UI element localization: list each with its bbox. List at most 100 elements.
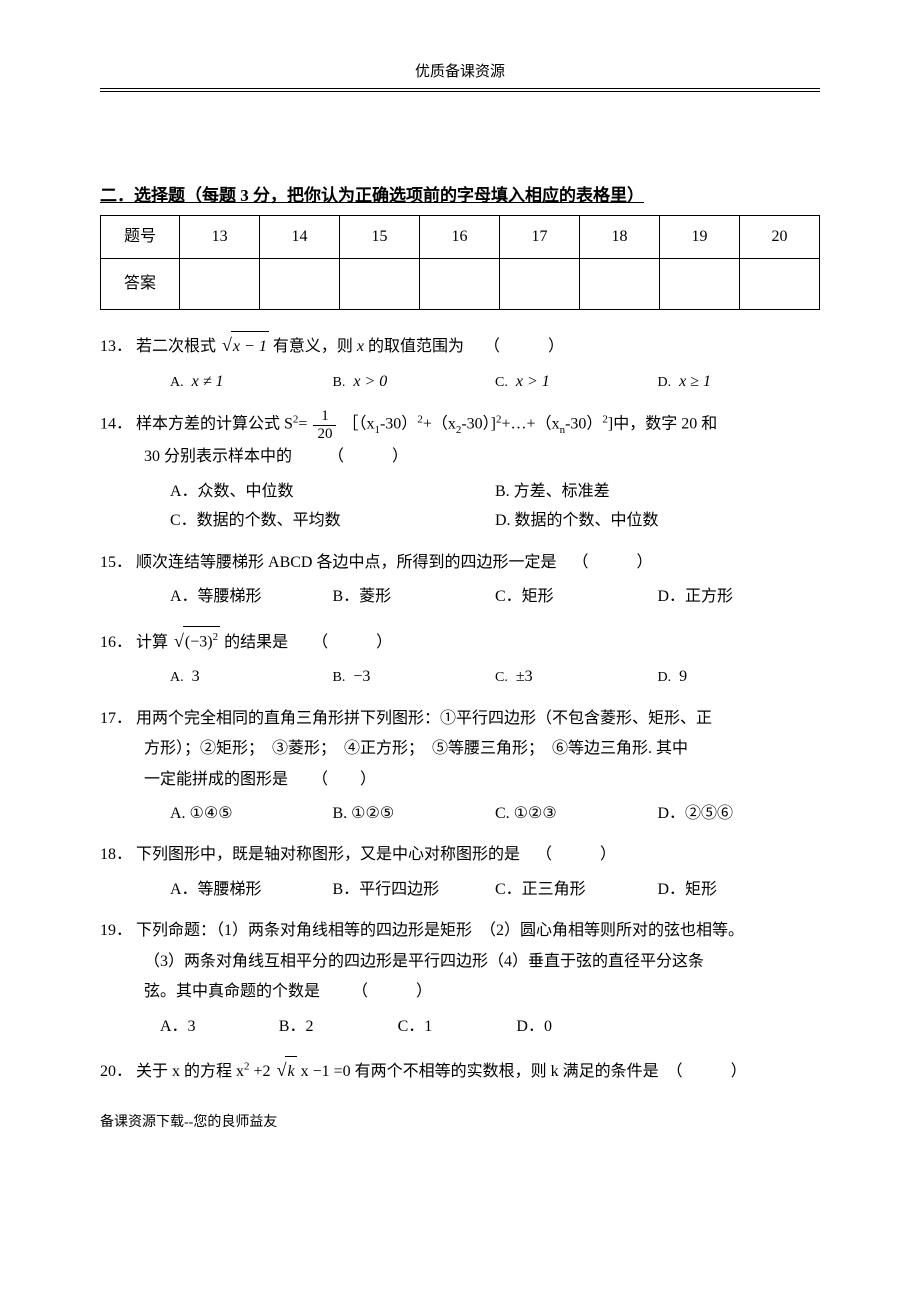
option-b: B. 方差、标准差 xyxy=(495,479,820,505)
paren-blank: （ ） xyxy=(536,846,616,863)
question-text: 顺次连结等腰梯形 ABCD 各边中点，所得到的四边形一定是 xyxy=(136,554,556,571)
col-header: 19 xyxy=(659,216,739,259)
col-header: 18 xyxy=(580,216,660,259)
option-c: C. ±3 xyxy=(495,664,658,690)
option-b: B．菱形 xyxy=(333,584,496,610)
question-20: 20． 关于 x 的方程 x2 +2 k x −1 =0 有两个不相等的实数根，… xyxy=(100,1053,820,1087)
paren-blank: （ ） xyxy=(312,771,376,788)
col-header: 17 xyxy=(500,216,580,259)
option-a: A．众数、中位数 xyxy=(170,479,495,505)
question-number: 13． xyxy=(100,338,132,355)
col-header: 14 xyxy=(260,216,340,259)
option-a: A. 3 xyxy=(170,664,333,690)
question-15: 15． 顺次连结等腰梯形 ABCD 各边中点，所得到的四边形一定是 （ ） xyxy=(100,548,820,578)
options-row: A．等腰梯形 B．菱形 C．矩形 D．正方形 xyxy=(100,584,820,610)
paren-blank: （ ） xyxy=(484,338,564,355)
header-rule-2 xyxy=(100,91,820,92)
sqrt-icon: x − 1 xyxy=(220,328,269,362)
question-text: 关于 x 的方程 x xyxy=(136,1063,244,1080)
table-row: 题号 13 14 15 16 17 18 19 20 xyxy=(101,216,820,259)
option-c: C. ①②③ xyxy=(495,801,658,827)
row-label: 题号 xyxy=(101,216,180,259)
col-header: 13 xyxy=(180,216,260,259)
option-a: A. x ≠ 1 xyxy=(170,369,333,395)
paren-blank: （ ） xyxy=(572,554,652,571)
question-text: 用两个完全相同的直角三角形拼下列图形：①平行四边形（不包含菱形、矩形、正 xyxy=(136,710,712,727)
option-d: D．正方形 xyxy=(658,584,821,610)
question-text: x −1 =0 有两个不相等的实数根，则 k 满足的条件是 xyxy=(301,1063,659,1080)
header-rule-1 xyxy=(100,88,820,89)
table-row: 答案 xyxy=(101,259,820,310)
page-container: 优质备课资源 二．选择题（每题 3 分，把你认为正确选项前的字母填入相应的表格里… xyxy=(0,0,920,1300)
sqrt-icon: k xyxy=(275,1053,297,1087)
col-header: 15 xyxy=(340,216,420,259)
question-text: 样本方差的计算公式 S xyxy=(136,416,293,433)
question-text: （3）两条对角线互相平分的四边形是平行四边形（4）垂直于弦的直径平分这条 xyxy=(100,947,704,977)
option-d: D．②⑤⑥ xyxy=(658,801,821,827)
options-row: A. 3 B. −3 C. ±3 D. 9 xyxy=(100,664,820,690)
question-text: 若二次根式 xyxy=(136,338,216,355)
question-16: 16． 计算 (−3)2 的结果是 （ ） xyxy=(100,624,820,658)
paren-blank: （ ） xyxy=(312,634,392,651)
question-text: 计算 xyxy=(136,634,168,651)
option-d: D. x ≥ 1 xyxy=(658,369,821,395)
option-d: D．0 xyxy=(516,1014,635,1040)
row-label: 答案 xyxy=(101,259,180,310)
options-row: A. x ≠ 1 B. x > 0 C. x > 1 D. x ≥ 1 xyxy=(100,369,820,395)
question-text: 方形）；②矩形； ③菱形； ④正方形； ⑤等腰三角形； ⑥等边三角形. 其中 xyxy=(100,734,688,764)
answer-cell xyxy=(580,259,660,310)
question-text: 的取值范围为 xyxy=(368,338,464,355)
option-d: D．矩形 xyxy=(658,877,821,903)
answer-cell xyxy=(420,259,500,310)
answer-cell xyxy=(739,259,819,310)
option-b: B. ①②⑤ xyxy=(333,801,496,827)
option-b: B．平行四边形 xyxy=(333,877,496,903)
option-c: C. x > 1 xyxy=(495,369,658,395)
question-18: 18． 下列图形中，既是轴对称图形，又是中心对称图形的是 （ ） xyxy=(100,840,820,870)
question-number: 18． xyxy=(100,846,132,863)
question-13: 13． 若二次根式 x − 1 有意义，则 x 的取值范围为 （ ） xyxy=(100,328,820,362)
option-b: B．2 xyxy=(279,1014,398,1040)
options-row: A. ①④⑤ B. ①②⑤ C. ①②③ D．②⑤⑥ xyxy=(100,801,820,827)
answer-table: 题号 13 14 15 16 17 18 19 20 答案 xyxy=(100,215,820,310)
header-title: 优质备课资源 xyxy=(100,60,820,84)
question-14: 14． 样本方差的计算公式 S2= 120 ［（x1-30）2+（x2-30）]… xyxy=(100,408,820,472)
question-number: 19． xyxy=(100,922,132,939)
option-a: A. ①④⑤ xyxy=(170,801,333,827)
option-d: D. 9 xyxy=(658,664,821,690)
question-text: 有意义，则 xyxy=(273,338,353,355)
option-c: C．矩形 xyxy=(495,584,658,610)
question-number: 14． xyxy=(100,416,132,433)
sqrt-icon: (−3)2 xyxy=(172,624,220,658)
option-d: D. 数据的个数、中位数 xyxy=(495,508,820,534)
options-row: A．众数、中位数 B. 方差、标准差 C．数据的个数、平均数 D. 数据的个数、… xyxy=(100,479,820,538)
answer-cell xyxy=(500,259,580,310)
option-b: B. −3 xyxy=(333,664,496,690)
question-number: 15． xyxy=(100,554,132,571)
question-text: 一定能拼成的图形是 （ ） xyxy=(100,765,376,795)
question-text: 弦。其中真命题的个数是 （ ） xyxy=(100,977,432,1007)
paren-blank: （ ） xyxy=(667,1063,747,1080)
answer-cell xyxy=(659,259,739,310)
option-a: A．等腰梯形 xyxy=(170,877,333,903)
answer-cell xyxy=(340,259,420,310)
option-c: C．数据的个数、平均数 xyxy=(170,508,495,534)
radicand: x − 1 xyxy=(231,331,269,362)
question-17: 17． 用两个完全相同的直角三角形拼下列图形：①平行四边形（不包含菱形、矩形、正… xyxy=(100,704,820,795)
option-c: C．正三角形 xyxy=(495,877,658,903)
option-a: A．等腰梯形 xyxy=(170,584,333,610)
question-19: 19． 下列命题：（1）两条对角线相等的四边形是矩形 （2）圆心角相等则所对的弦… xyxy=(100,916,820,1007)
question-number: 16． xyxy=(100,634,132,651)
option-b: B. x > 0 xyxy=(333,369,496,395)
fraction: 120 xyxy=(313,408,336,442)
option-a: A．3 xyxy=(160,1014,279,1040)
option-c: C．1 xyxy=(398,1014,517,1040)
answer-cell xyxy=(260,259,340,310)
variable: x xyxy=(357,338,364,355)
question-text: 30 分别表示样本中的 （ ） xyxy=(100,442,408,472)
radicand: (−3)2 xyxy=(183,626,220,658)
answer-cell xyxy=(180,259,260,310)
section-title: 二．选择题（每题 3 分，把你认为正确选项前的字母填入相应的表格里） xyxy=(100,182,820,209)
paren-blank: （ ） xyxy=(328,448,408,465)
question-number: 20． xyxy=(100,1063,132,1080)
